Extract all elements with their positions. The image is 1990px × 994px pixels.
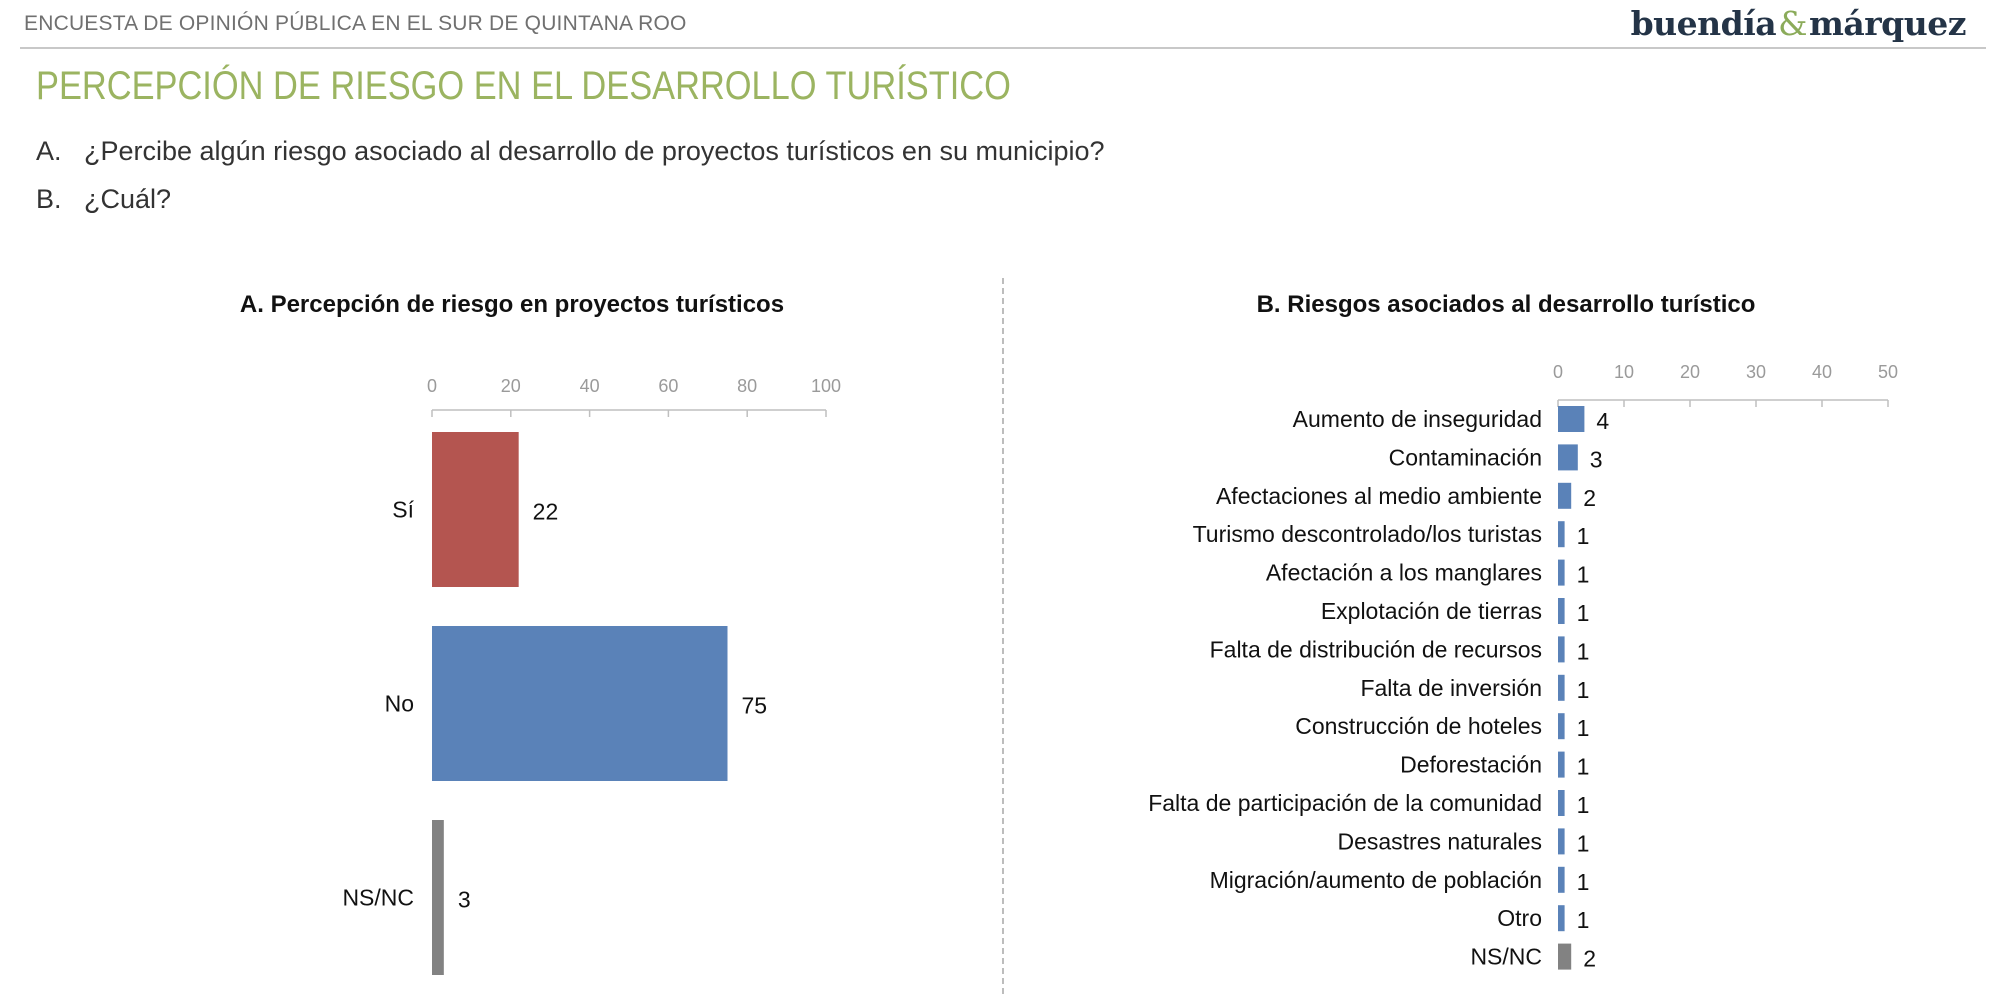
chart-b-bar xyxy=(1558,866,1565,893)
chart-a-bar xyxy=(432,626,728,781)
chart-b-bar xyxy=(1558,406,1585,432)
chart-b-category-label: Aumento de inseguridad xyxy=(1293,406,1542,432)
chart-b-tick-label: 0 xyxy=(1553,362,1563,382)
chart-b-bar xyxy=(1558,751,1565,778)
chart-b-category-label: Falta de inversión xyxy=(1360,675,1542,701)
chart-a-tick-label: 100 xyxy=(811,376,841,396)
chart-b-data-label: 1 xyxy=(1577,600,1590,626)
question-b: B. ¿Cuál? xyxy=(36,184,171,215)
question-a-text: ¿Percibe algún riesgo asociado al desarr… xyxy=(84,136,1105,166)
chart-b-bar xyxy=(1558,713,1565,740)
chart-a-title: A. Percepción de riesgo en proyectos tur… xyxy=(240,291,784,318)
chart-b-bar xyxy=(1558,559,1565,586)
chart-b-tick-label: 50 xyxy=(1878,362,1898,382)
chart-a-bar xyxy=(432,820,444,975)
chart-b-category-label: Explotación de tierras xyxy=(1321,598,1542,624)
chart-b-data-label: 2 xyxy=(1583,485,1596,511)
chart-b-data-label: 1 xyxy=(1577,869,1590,895)
chart-b-tick-label: 40 xyxy=(1812,362,1832,382)
buendia-marquez-logo: buendía&márquez xyxy=(1630,4,1967,43)
chart-b-category-label: Construcción de hoteles xyxy=(1295,713,1542,739)
chart-b-category-label: Afectaciones al medio ambiente xyxy=(1216,483,1542,509)
chart-b-bar xyxy=(1558,828,1565,855)
chart-b-tick-label: 30 xyxy=(1746,362,1766,382)
chart-b-bar xyxy=(1558,598,1565,624)
chart-b-bar xyxy=(1558,521,1565,548)
chart-b-category-label: Contaminación xyxy=(1389,444,1542,470)
chart-a-bar xyxy=(432,432,519,587)
chart-b-category-label: Afectación a los manglares xyxy=(1266,560,1542,586)
chart-a-category-label: NS/NC xyxy=(342,885,414,911)
header-divider xyxy=(20,47,1986,49)
chart-b-data-label: 3 xyxy=(1590,446,1603,472)
chart-b-category-label: Turismo descontrolado/los turistas xyxy=(1193,521,1542,547)
chart-b-bar xyxy=(1558,790,1565,816)
chart-b-data-label: 2 xyxy=(1583,946,1596,972)
chart-b-data-label: 1 xyxy=(1577,754,1590,780)
chart-a-tick-label: 0 xyxy=(427,376,437,396)
chart-a-data-label: 75 xyxy=(742,693,768,719)
chart-a-tick-label: 60 xyxy=(658,376,678,396)
chart-a-category-label: Sí xyxy=(392,497,414,523)
chart-b-data-label: 1 xyxy=(1577,715,1590,741)
chart-b-bar xyxy=(1558,444,1578,471)
chart-a-data-label: 3 xyxy=(458,887,471,913)
chart-b-tick-label: 10 xyxy=(1614,362,1634,382)
chart-a-tick-label: 20 xyxy=(501,376,521,396)
chart-b-data-label: 1 xyxy=(1577,638,1590,664)
chart-a-tick-label: 40 xyxy=(580,376,600,396)
chart-b-category-label: Falta de participación de la comunidad xyxy=(1148,790,1542,816)
chart-b-data-label: 1 xyxy=(1577,523,1590,549)
chart-b-category-label: Migración/aumento de población xyxy=(1210,867,1542,893)
chart-b-bar xyxy=(1558,482,1572,509)
question-b-letter: B. xyxy=(36,184,62,214)
logo-left-text: buendía xyxy=(1630,4,1777,43)
chart-divider xyxy=(1002,278,1004,994)
chart-b-bar xyxy=(1558,674,1565,701)
chart-b-bar xyxy=(1558,905,1565,932)
chart-b-category-label: Deforestación xyxy=(1400,752,1542,778)
chart-b-category-label: Falta de distribución de recursos xyxy=(1210,636,1542,662)
chart-b-data-label: 1 xyxy=(1577,907,1590,933)
chart-a-data-label: 22 xyxy=(533,499,559,525)
chart-b-bar xyxy=(1558,636,1565,663)
chart-b-data-label: 1 xyxy=(1577,830,1590,856)
chart-b-tick-label: 20 xyxy=(1680,362,1700,382)
chart-b-data-label: 1 xyxy=(1577,562,1590,588)
logo-right-text: márquez xyxy=(1809,4,1967,43)
chart-b-title: B. Riesgos asociados al desarrollo turís… xyxy=(1257,291,1756,318)
logo-ampersand: & xyxy=(1778,4,1807,43)
chart-b-category-label: NS/NC xyxy=(1470,944,1542,970)
chart-a-tick-label: 80 xyxy=(737,376,757,396)
chart-b-data-label: 4 xyxy=(1596,408,1609,434)
question-a: A. ¿Percibe algún riesgo asociado al desa… xyxy=(36,136,1105,167)
chart-a-category-label: No xyxy=(385,691,414,717)
chart-b-category-label: Otro xyxy=(1497,905,1542,931)
page-title: PERCEPCIÓN DE RIESGO EN EL DESARROLLO TU… xyxy=(36,64,1011,108)
question-b-text: ¿Cuál? xyxy=(84,184,172,214)
survey-header-label: ENCUESTA DE OPINIÓN PÚBLICA EN EL SUR DE… xyxy=(24,12,687,35)
question-a-letter: A. xyxy=(36,136,62,166)
chart-b-data-label: 1 xyxy=(1577,792,1590,818)
chart-b-data-label: 1 xyxy=(1577,677,1590,703)
chart-b-category-label: Desastres naturales xyxy=(1337,828,1542,854)
chart-b-bar xyxy=(1558,943,1572,970)
